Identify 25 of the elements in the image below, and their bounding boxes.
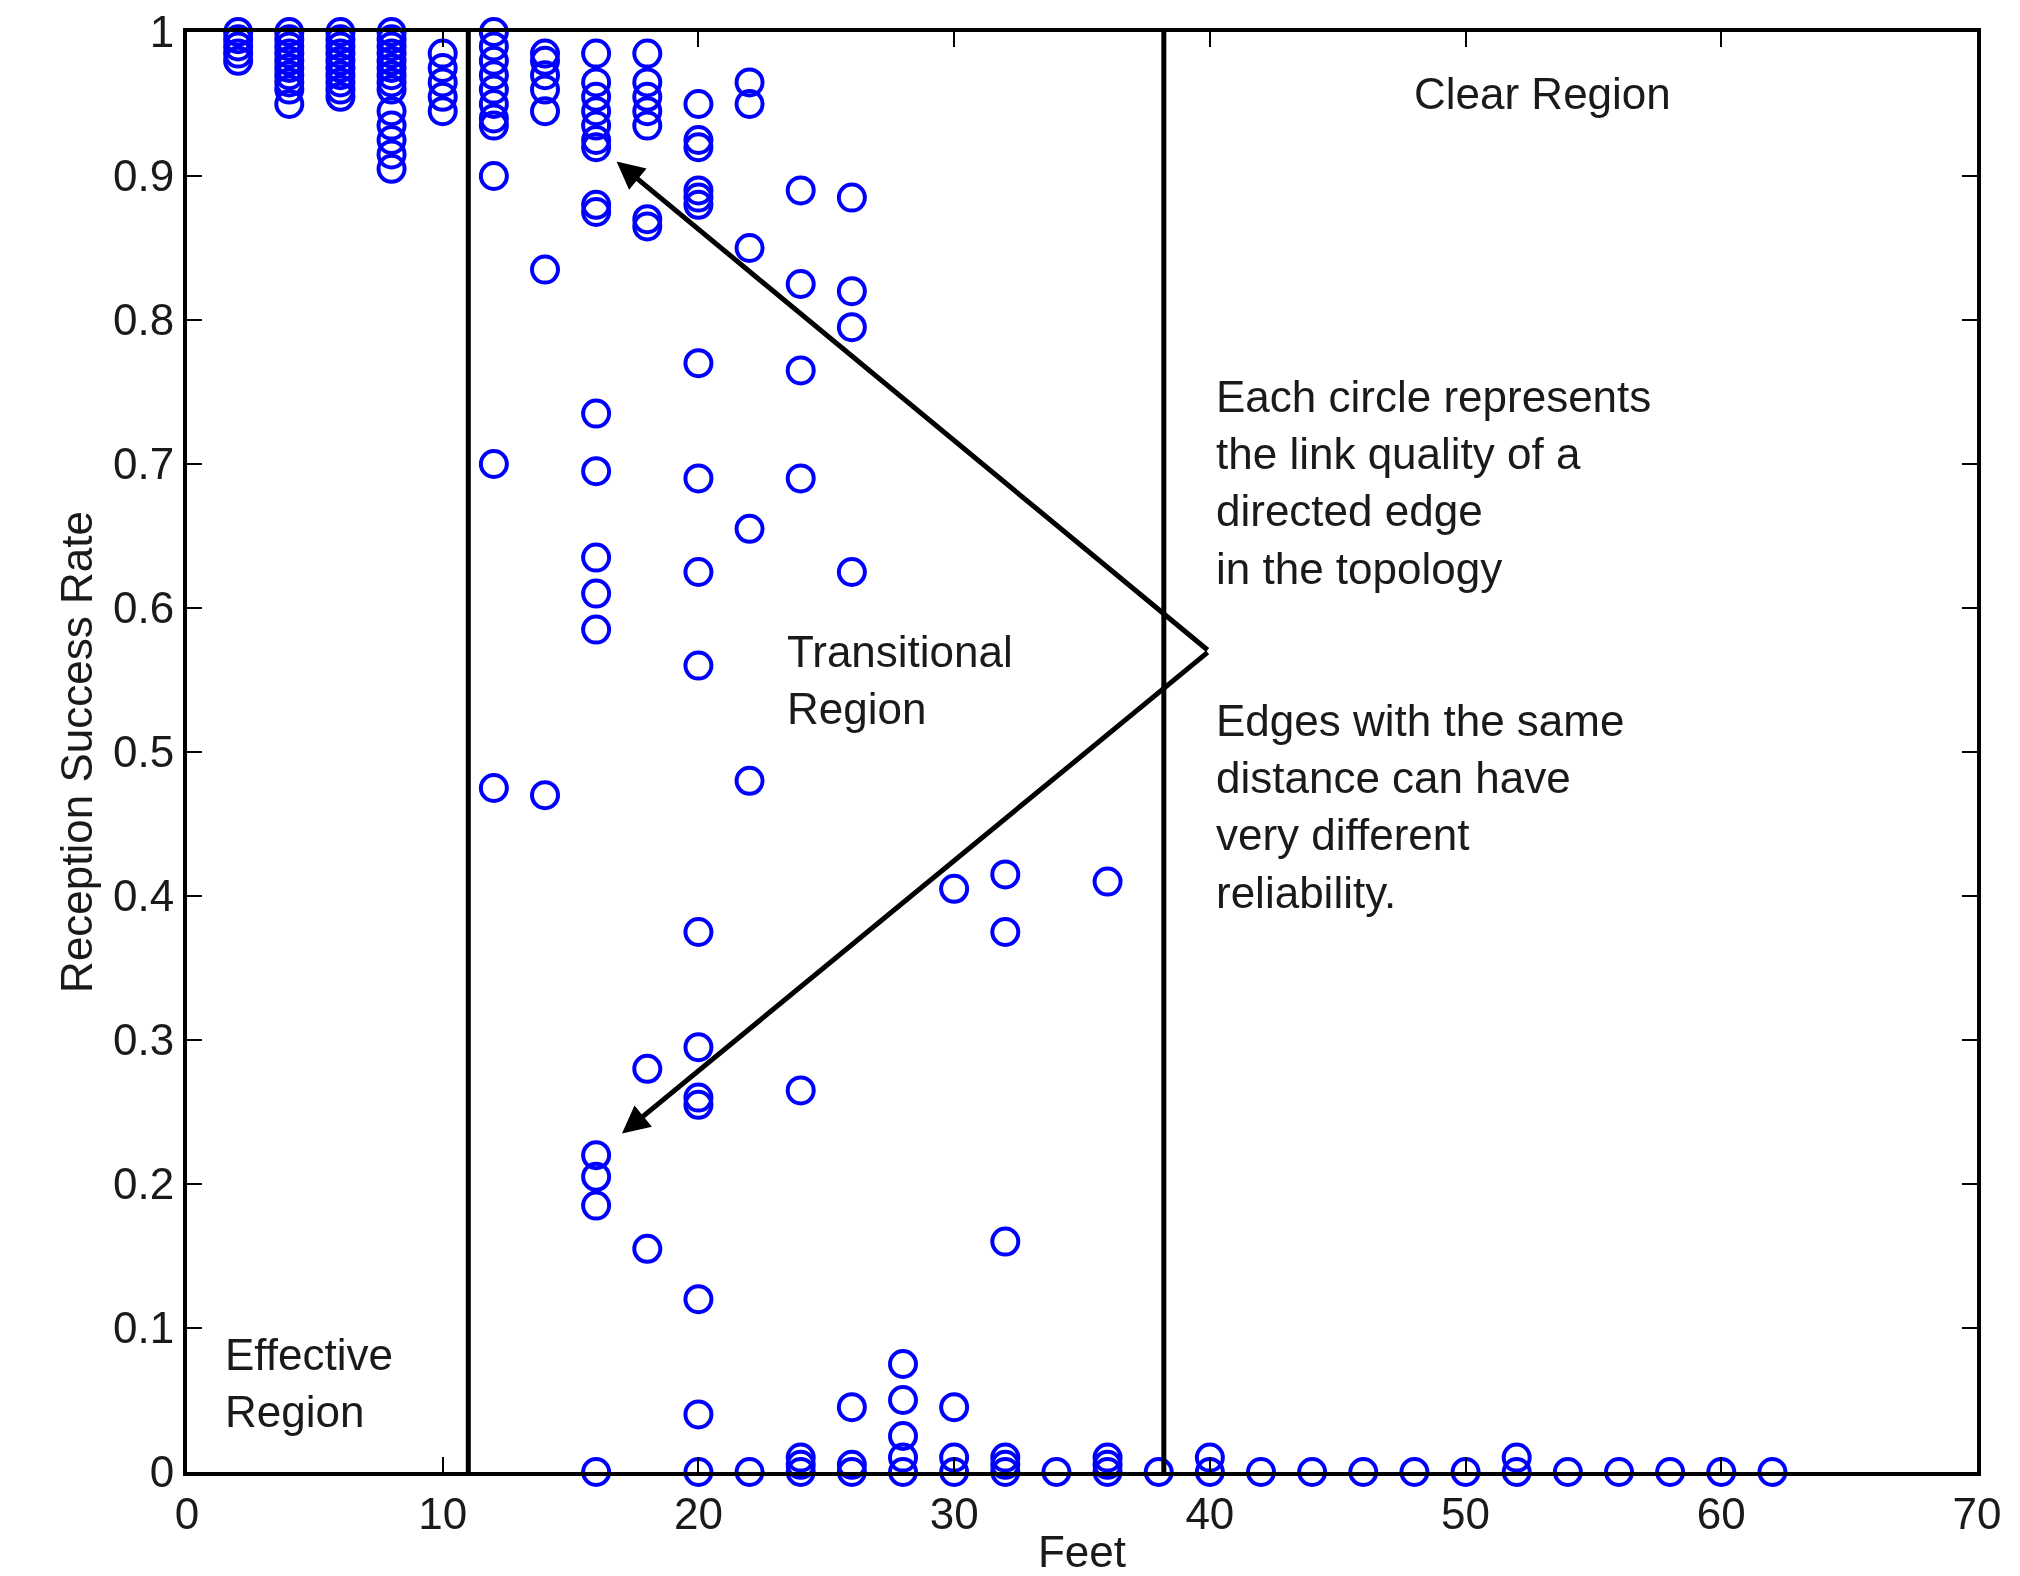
annotation: Each circle represents the link quality of a directed edge in the topology bbox=[1216, 372, 1652, 593]
x-tick-label: 20 bbox=[673, 1488, 723, 1538]
y-tick-label: 0.4 bbox=[113, 871, 175, 921]
x-tick-label: 60 bbox=[1696, 1488, 1746, 1538]
x-tick-label: 10 bbox=[418, 1488, 468, 1538]
x-tick-label: 70 bbox=[1952, 1488, 2002, 1538]
annotation: Edges with the same distance can have very different reliability. bbox=[1216, 696, 1625, 917]
x-axis-title: Feet bbox=[1037, 1526, 1127, 1576]
y-tick-label: 0.3 bbox=[113, 1015, 175, 1065]
x-tick-label: 40 bbox=[1185, 1488, 1235, 1538]
annotation: Transitional Region bbox=[787, 627, 1013, 734]
x-tick-label: 50 bbox=[1441, 1488, 1491, 1538]
y-tick-label: 0.1 bbox=[113, 1303, 175, 1353]
y-tick-label: 1 bbox=[149, 7, 175, 57]
y-tick-label: 0.9 bbox=[113, 151, 175, 201]
x-tick-label: 30 bbox=[929, 1488, 979, 1538]
y-tick-label: 0.6 bbox=[113, 583, 175, 633]
annotation: Effective Region bbox=[225, 1330, 393, 1437]
y-tick-label: 0.8 bbox=[113, 295, 175, 345]
y-tick-label: 0 bbox=[149, 1447, 175, 1497]
y-axis-title: Reception Success Rate bbox=[51, 511, 101, 993]
y-tick-label: 0.7 bbox=[113, 439, 175, 489]
y-tick-label: 0.5 bbox=[113, 727, 175, 777]
annotation: Clear Region bbox=[1414, 69, 1671, 118]
y-tick-label: 0.2 bbox=[113, 1159, 175, 1209]
